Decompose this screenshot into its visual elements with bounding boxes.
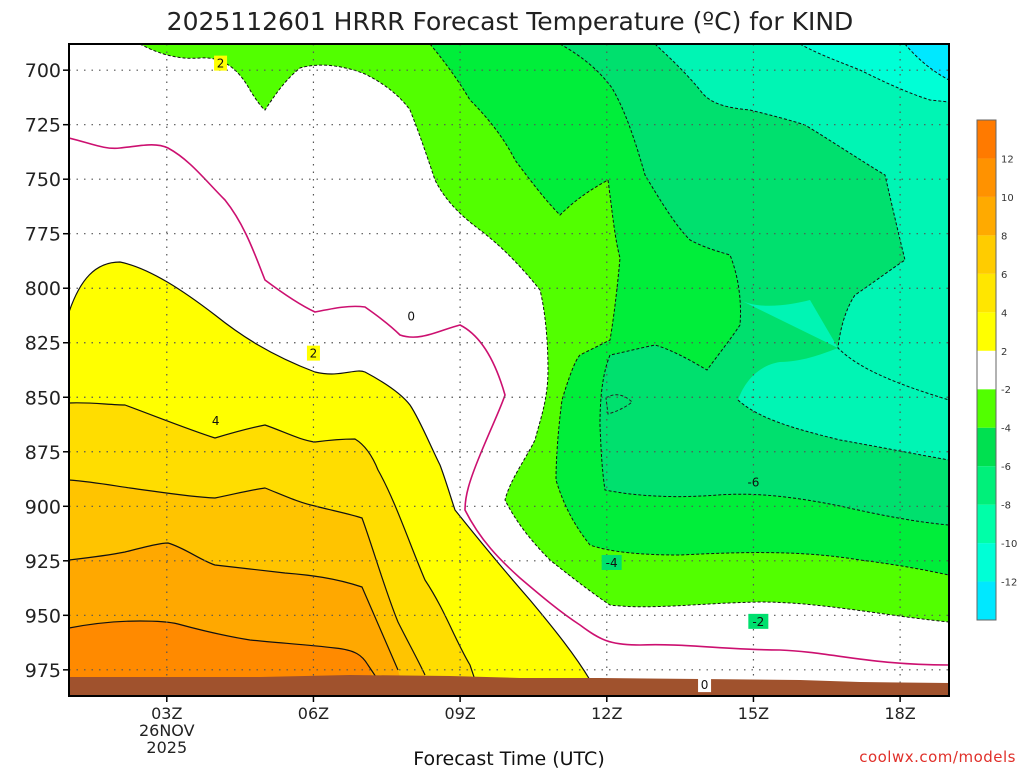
y-tick-label: 775 bbox=[25, 224, 61, 246]
contour-label-background bbox=[209, 413, 223, 429]
colorbar-swatch bbox=[977, 543, 996, 582]
colorbar-swatch bbox=[977, 389, 996, 428]
y-tick-label: 800 bbox=[25, 278, 61, 300]
plot-area bbox=[69, 44, 949, 696]
band-minus10-to-minus12 bbox=[800, 44, 949, 102]
colorbar-tick-label: 12 bbox=[1001, 154, 1014, 165]
colorbar-swatch bbox=[977, 312, 996, 351]
colorbar-swatch bbox=[977, 581, 996, 620]
colorbar-swatch bbox=[977, 196, 996, 236]
y-tick-label: 825 bbox=[25, 333, 61, 355]
colorbar-swatch bbox=[977, 350, 996, 390]
colorbar-tick-label: 6 bbox=[1001, 270, 1007, 281]
contour-label-background bbox=[748, 613, 769, 629]
y-tick-label: 975 bbox=[25, 660, 61, 682]
contour-label-background bbox=[404, 308, 418, 324]
contour-label: 2 bbox=[217, 57, 225, 71]
x-axis-label: Forecast Time (UTC) bbox=[413, 748, 604, 768]
x-tick-label: 03Z bbox=[151, 704, 182, 723]
contour-label: -6 bbox=[747, 475, 759, 489]
band-below-minus12 bbox=[905, 44, 949, 80]
band-6-to-8 bbox=[69, 44, 430, 696]
colorbar-tick-label: 10 bbox=[1001, 193, 1014, 204]
contour-label: -2 bbox=[752, 615, 764, 629]
colorbar-swatch bbox=[977, 466, 996, 505]
contour-label-background bbox=[698, 677, 712, 693]
contour-label-background bbox=[214, 55, 228, 71]
freezing-line bbox=[69, 137, 949, 666]
contour-label: 0 bbox=[701, 678, 709, 692]
contour-label-background bbox=[743, 474, 764, 490]
band-10-to-12 bbox=[69, 44, 380, 696]
band-minus8-to-minus10-2 bbox=[738, 300, 949, 460]
colorbar-swatch bbox=[977, 235, 996, 274]
plot-frame bbox=[68, 43, 950, 697]
y-tick-label: 875 bbox=[25, 442, 61, 464]
y-tick-label: 750 bbox=[25, 169, 61, 191]
x-tick-label: 15Z bbox=[738, 704, 769, 723]
x-tick-label: 18Z bbox=[884, 704, 915, 723]
colorbar-swatch bbox=[977, 273, 996, 313]
x-tick-date-label: 2025 bbox=[146, 738, 187, 757]
y-tick-label: 925 bbox=[25, 551, 61, 573]
cold-pocket bbox=[605, 394, 633, 415]
credit-text: coolwx.com/models bbox=[859, 748, 1016, 766]
colorbar-tick-label: 8 bbox=[1001, 231, 1007, 242]
contour-label: 2 bbox=[310, 347, 318, 361]
x-tick-label: 06Z bbox=[298, 704, 329, 723]
x-tick-label: 12Z bbox=[591, 704, 622, 723]
colorbar-tick-label: 4 bbox=[1001, 308, 1007, 319]
colorbar-tick-label: -10 bbox=[1001, 539, 1017, 550]
y-tick-label: 900 bbox=[25, 496, 61, 518]
band-minus8-to-minus10 bbox=[655, 44, 949, 400]
colorbar-tick-label: -6 bbox=[1001, 462, 1011, 473]
ground-surface bbox=[69, 675, 949, 696]
x-tick-label: 09Z bbox=[444, 704, 475, 723]
colorbar-swatch bbox=[977, 120, 996, 159]
contour-label: -4 bbox=[606, 556, 618, 570]
y-tick-label: 725 bbox=[25, 115, 61, 137]
contour-labels: 2 0 2 4 -6 -4 -2 0 bbox=[209, 55, 769, 693]
colorbar-swatch bbox=[977, 504, 996, 544]
y-tick-label: 950 bbox=[25, 605, 61, 627]
colorbar-tick-label: -2 bbox=[1001, 385, 1011, 396]
y-tick-label: 700 bbox=[25, 60, 61, 82]
colorbar-frame bbox=[976, 119, 997, 621]
y-tick-label: 850 bbox=[25, 387, 61, 409]
contour-label: 4 bbox=[212, 414, 220, 428]
colorbar-tick-label: -8 bbox=[1001, 501, 1011, 512]
y-axis: 700 725 750 775 800 825 850 875 900 925 950 975 bbox=[25, 60, 69, 682]
contour-label-background bbox=[601, 554, 622, 570]
colorbar-swatch bbox=[977, 427, 996, 467]
positive-contours bbox=[69, 261, 591, 681]
chart-title: 2025112601 HRRR Forecast Temperature (ºC… bbox=[167, 7, 854, 36]
colorbar-tick-label: -4 bbox=[1001, 424, 1011, 435]
colorbar-swatch bbox=[977, 158, 996, 197]
colorbar-tick-label: 2 bbox=[1001, 347, 1007, 358]
contour-label-background bbox=[306, 345, 320, 361]
colorbar-tick-label: -12 bbox=[1001, 578, 1017, 589]
contour-label: 0 bbox=[407, 310, 415, 324]
x-tick-date-label: 26NOV bbox=[139, 721, 195, 740]
colorbar: -12 -10 -8 -6 -4 -2 2 4 6 8 10 12 bbox=[976, 119, 1017, 621]
